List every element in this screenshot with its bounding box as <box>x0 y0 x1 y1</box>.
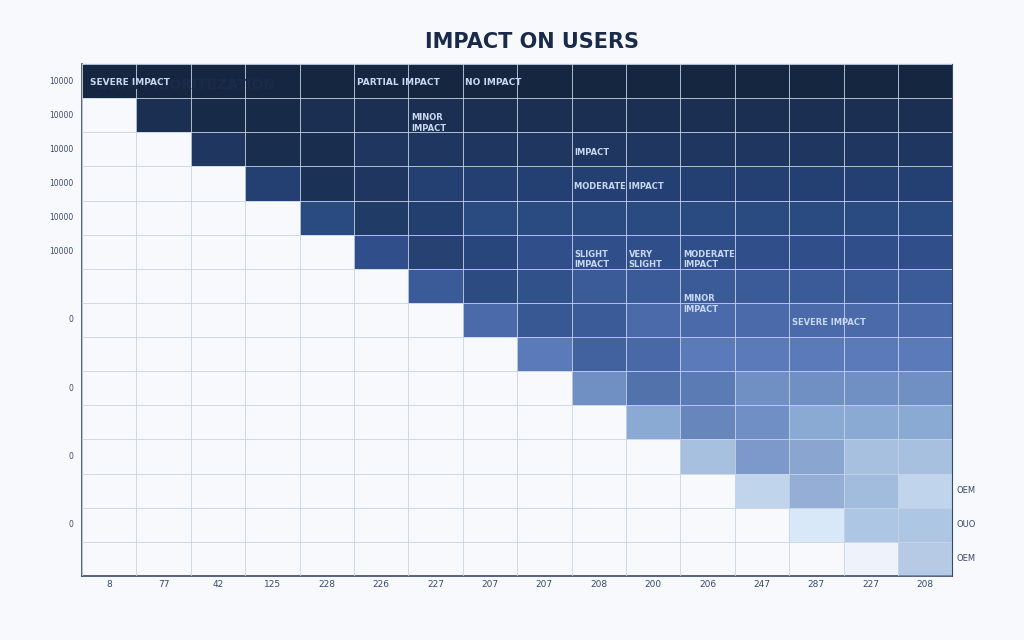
Bar <box>680 371 735 440</box>
Bar <box>245 98 299 166</box>
Bar <box>735 474 952 508</box>
Bar <box>409 269 952 303</box>
Text: 0: 0 <box>69 520 74 529</box>
Text: IMPACT: IMPACT <box>574 148 609 157</box>
Bar <box>245 166 952 200</box>
Bar <box>626 337 680 405</box>
Text: SEVERE IMPACT: SEVERE IMPACT <box>90 77 170 86</box>
Bar <box>136 64 190 98</box>
Bar <box>844 542 952 576</box>
Text: 0: 0 <box>69 384 74 393</box>
Text: MINOR
IMPACT: MINOR IMPACT <box>411 113 446 133</box>
Bar <box>354 166 409 235</box>
Bar <box>136 98 952 132</box>
Text: OUO: OUO <box>956 520 976 529</box>
Text: VERY
SLIGHT: VERY SLIGHT <box>629 250 663 269</box>
Bar <box>190 64 245 132</box>
Text: NO IMPACT: NO IMPACT <box>466 77 522 86</box>
Bar <box>409 200 463 269</box>
Text: 10000: 10000 <box>49 247 74 256</box>
Bar <box>517 269 571 337</box>
Text: SEVERE IMPACT: SEVERE IMPACT <box>792 318 865 327</box>
Bar <box>517 337 952 371</box>
Text: OEM: OEM <box>956 554 976 563</box>
Bar <box>82 64 952 98</box>
Text: IMPACT ON USERS: IMPACT ON USERS <box>426 32 639 52</box>
Bar <box>735 405 790 474</box>
Bar <box>898 508 952 576</box>
Text: OEM: OEM <box>956 486 976 495</box>
Bar <box>463 303 952 337</box>
Bar <box>790 508 952 542</box>
Bar <box>571 303 626 371</box>
Bar <box>844 474 898 542</box>
Text: 10000: 10000 <box>49 179 74 188</box>
Text: SLIGHT
IMPACT: SLIGHT IMPACT <box>574 250 609 269</box>
Text: 10000: 10000 <box>49 145 74 154</box>
Text: MINOR
IMPACT: MINOR IMPACT <box>683 294 718 314</box>
Text: PARTIAL IMPACT: PARTIAL IMPACT <box>356 77 439 86</box>
Text: MODERATE
IMPACT: MODERATE IMPACT <box>683 250 735 269</box>
Bar <box>463 235 517 303</box>
Bar <box>190 132 952 166</box>
Text: 10000: 10000 <box>49 213 74 222</box>
Bar <box>571 371 952 405</box>
Bar <box>300 132 354 200</box>
Text: DATA PRIORITIIZATION: DATA PRIORITIIZATION <box>98 77 275 92</box>
Bar <box>626 405 952 440</box>
Bar <box>354 235 952 269</box>
Bar <box>790 440 844 508</box>
Text: 10000: 10000 <box>49 111 74 120</box>
Text: 0: 0 <box>69 316 74 324</box>
Bar <box>680 440 952 474</box>
Text: 10000: 10000 <box>49 77 74 86</box>
Bar <box>300 200 952 235</box>
Text: MODERATE IMPACT: MODERATE IMPACT <box>574 182 664 191</box>
Text: 0: 0 <box>69 452 74 461</box>
